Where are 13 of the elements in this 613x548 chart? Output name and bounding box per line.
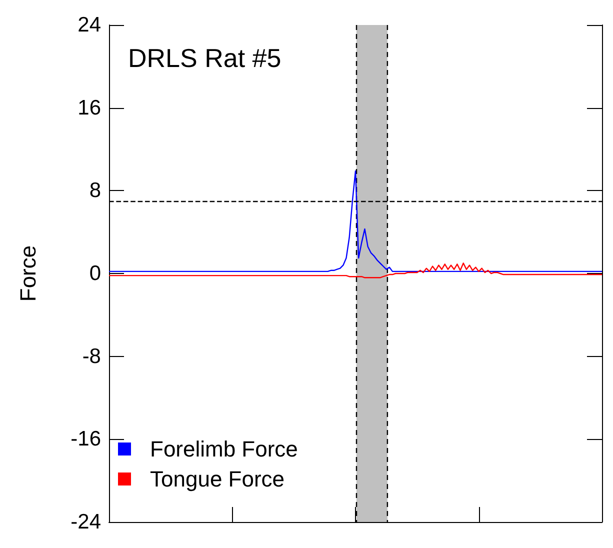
legend-label: Forelimb Force	[150, 436, 298, 462]
y-axis-title: Force	[16, 245, 40, 302]
y-tick-label: 0	[89, 262, 101, 285]
y-tick-label: 16	[78, 96, 101, 120]
legend-label: Tongue Force	[150, 466, 285, 492]
y-tick-label: -24	[70, 510, 102, 534]
y-tick-label: -8	[82, 344, 101, 368]
text: DRLS Rat #5	[128, 43, 282, 73]
line-series	[108, 170, 603, 272]
y-tick-label: -16	[70, 428, 101, 451]
y-tick-label: 24	[78, 14, 102, 36]
y-tick-label: 8	[89, 179, 101, 202]
line-series	[108, 262, 603, 278]
